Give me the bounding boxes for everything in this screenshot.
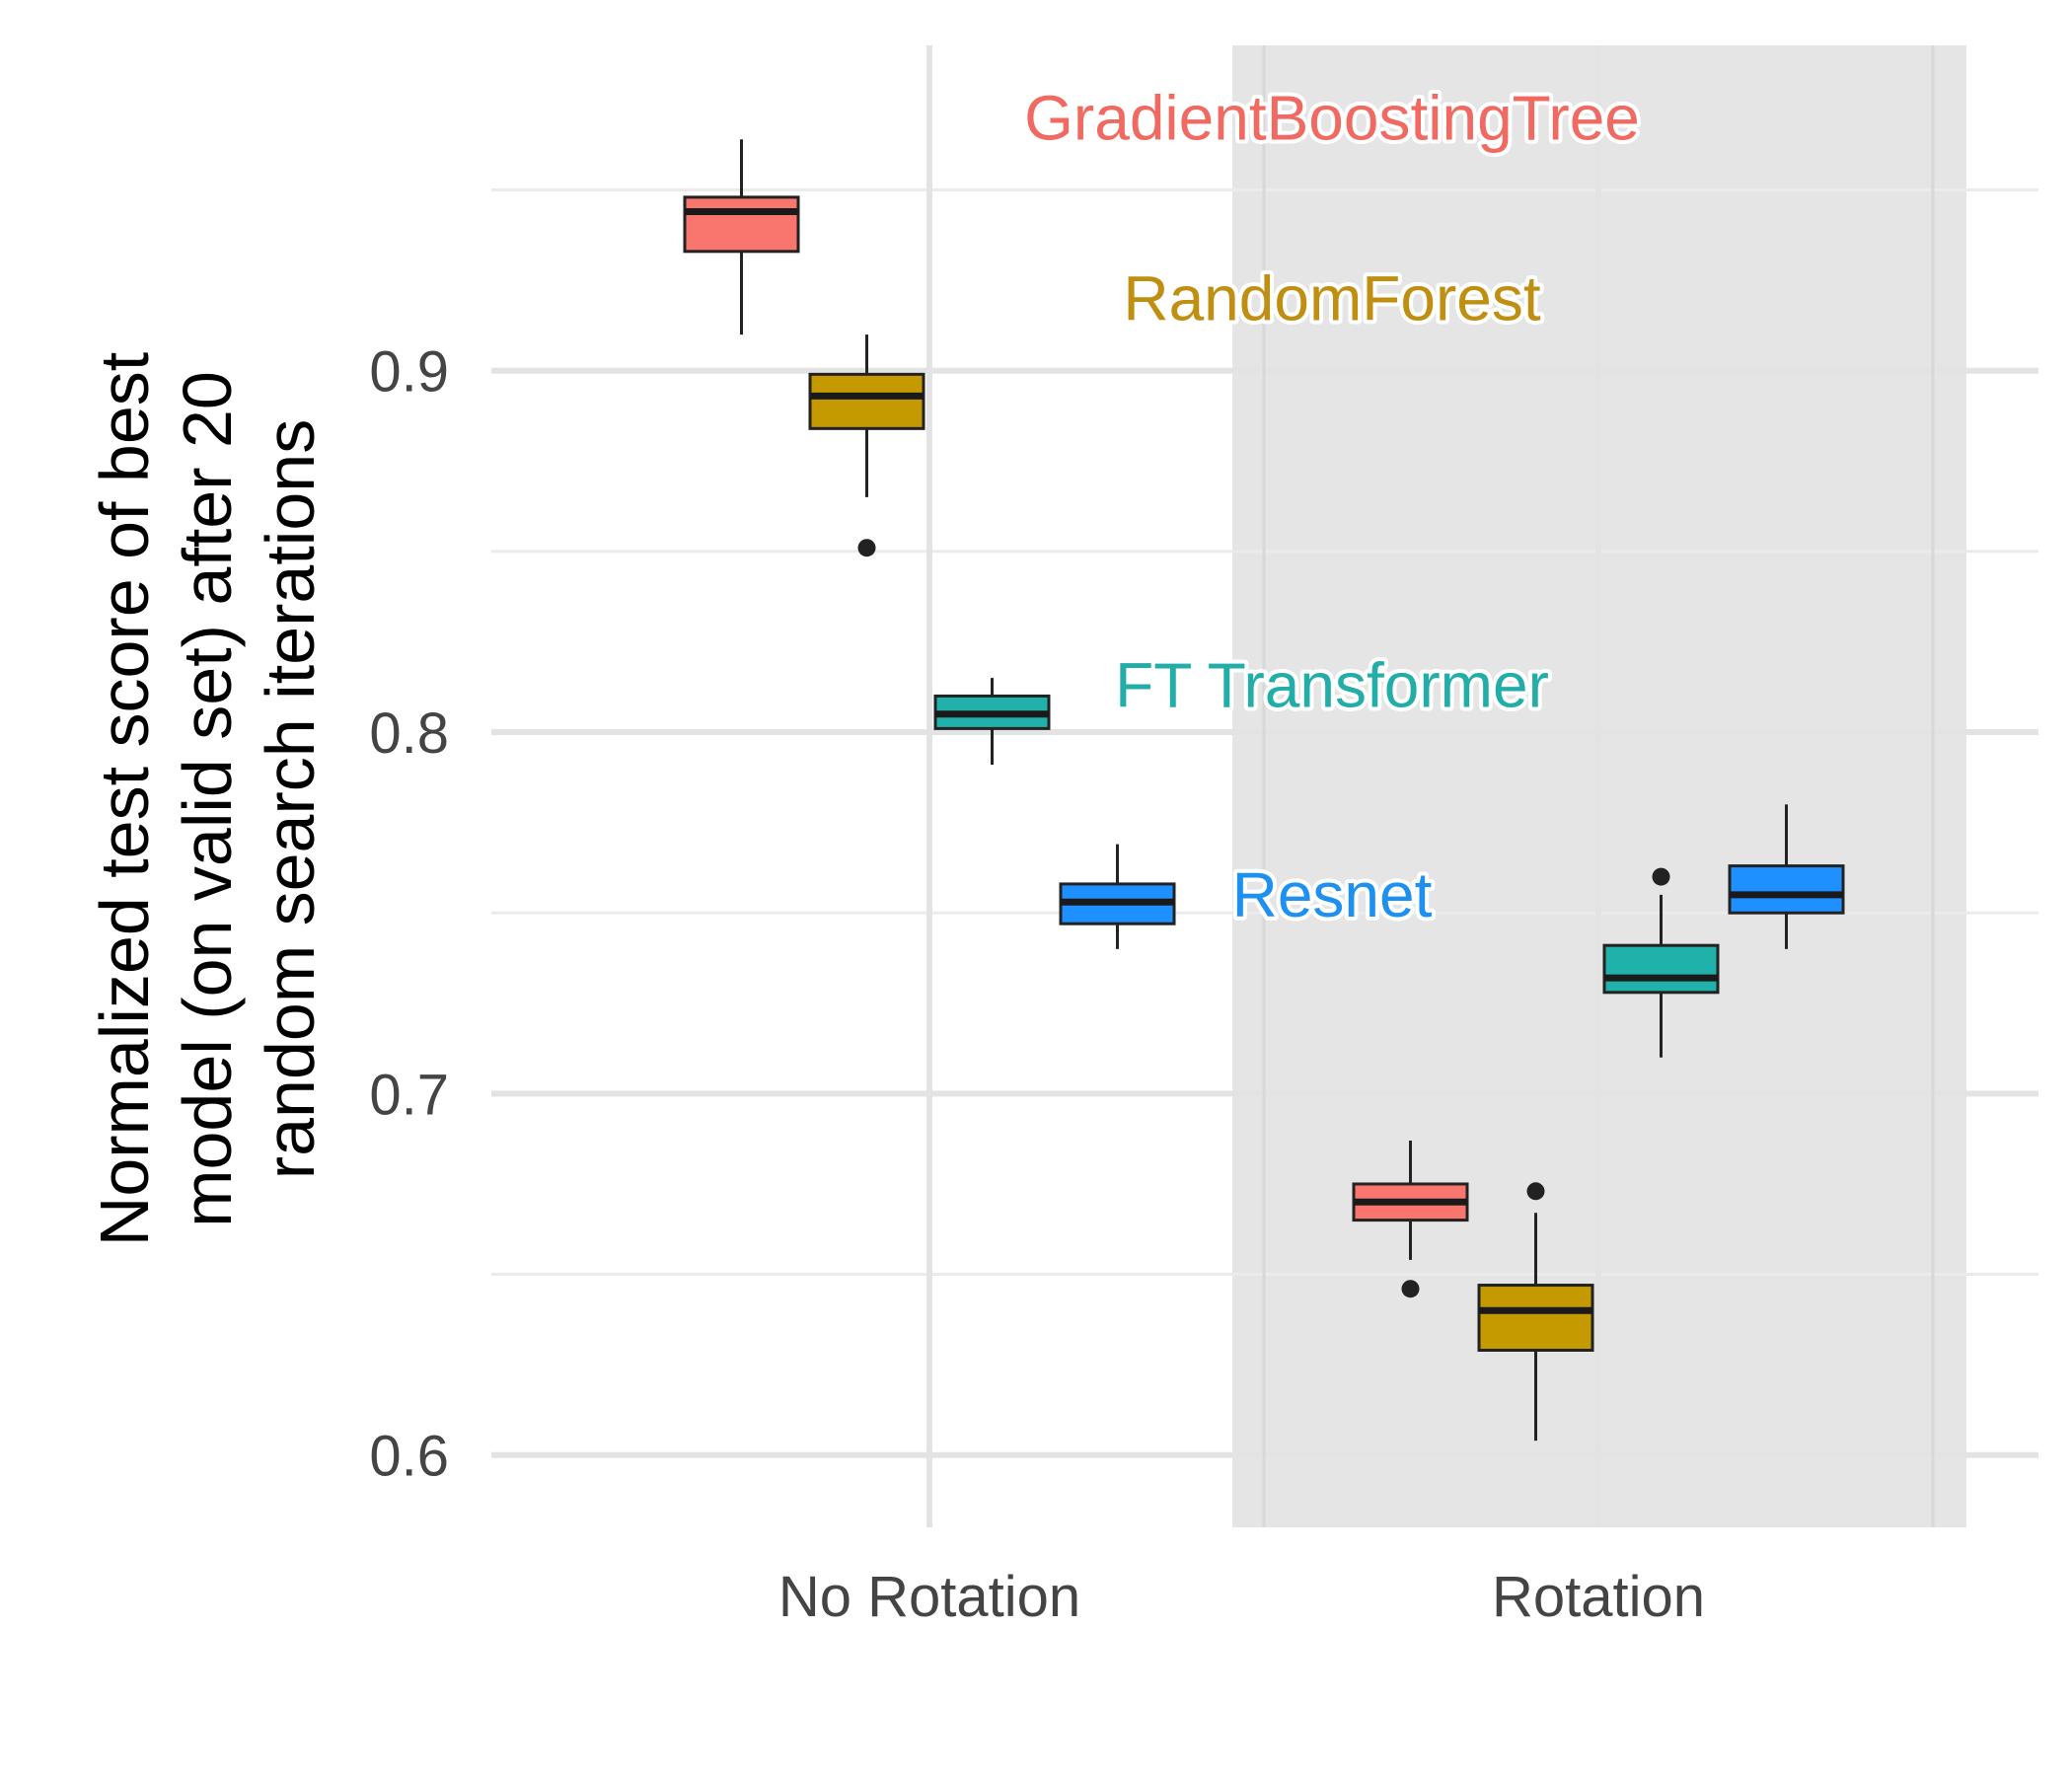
outlier-point	[1652, 867, 1670, 886]
series-label: RandomForest	[1123, 262, 1541, 333]
y-axis-label: Normalized test score of bestmodel (on v…	[86, 352, 329, 1246]
y-tick-label: 0.9	[369, 340, 449, 405]
box-body	[808, 372, 925, 430]
x-tick-label: Rotation	[1492, 1565, 1705, 1629]
y-tick-label: 0.7	[369, 1063, 449, 1127]
box-randomforest-rotation	[1477, 1182, 1594, 1442]
x-axis-ticks: No Rotation Rotation	[778, 1565, 1705, 1629]
y-axis-ticks: 0.6 0.7 0.8 0.9	[369, 340, 449, 1489]
outlier-point	[1401, 1280, 1420, 1298]
boxes	[683, 139, 1845, 1442]
box-resnet-no-rotation	[1059, 844, 1176, 949]
box-body	[1477, 1284, 1594, 1352]
series-label: GradientBoostingTree	[1024, 82, 1640, 153]
box-body	[1728, 864, 1845, 915]
box-body	[1602, 943, 1720, 995]
series-labels: GradientBoostingTree RandomForest FT Trans…	[1020, 78, 1644, 934]
x-tick-label: No Rotation	[778, 1565, 1080, 1629]
y-axis-label-line: random search iterations	[252, 419, 329, 1179]
y-tick-label: 0.6	[369, 1425, 449, 1489]
y-axis-label-line: model (on valid set) after 20	[169, 371, 246, 1227]
series-label: FT Transformer	[1115, 649, 1549, 720]
box-gradientboostingtree-no-rotation	[683, 139, 800, 335]
y-axis-label-line: Normalized test score of best	[86, 352, 163, 1246]
outlier-point	[857, 539, 876, 557]
grid	[491, 45, 2038, 1527]
box-body	[683, 195, 800, 254]
outlier-point	[1526, 1182, 1545, 1201]
y-tick-label: 0.8	[369, 702, 449, 766]
box-resnet-rotation	[1728, 804, 1845, 949]
box-ft-transformer-rotation	[1602, 867, 1720, 1058]
series-label: Resnet	[1232, 859, 1433, 930]
box-randomforest-no-rotation	[808, 334, 925, 557]
box-gradientboostingtree-rotation	[1352, 1141, 1469, 1298]
box-ft-transformer-no-rotation	[933, 678, 1051, 766]
